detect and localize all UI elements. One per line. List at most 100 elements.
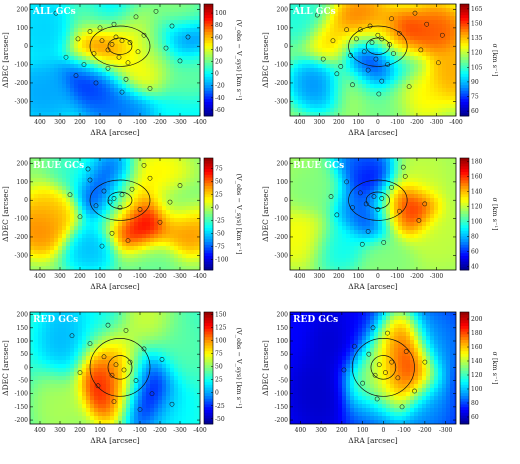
y-tick-label: 100 <box>277 25 289 32</box>
colorbar-tick-label: -50 <box>215 416 225 423</box>
x-tick-label: 0 <box>118 273 122 280</box>
y-tick-label: 100 <box>277 338 289 345</box>
gc-marker <box>63 54 69 60</box>
gc-marker <box>85 166 91 172</box>
x-tick-label: 100 <box>94 273 106 280</box>
gc-marker <box>137 407 143 412</box>
gc-marker <box>185 34 191 40</box>
colorbar-tick-label: -25 <box>215 218 225 225</box>
colorbar-tick-label: 140 <box>471 358 483 365</box>
gc-marker <box>379 36 385 42</box>
heatmap-field <box>30 312 200 424</box>
y-tick-label: -100 <box>15 216 29 223</box>
gc-marker <box>53 10 59 16</box>
gc-marker <box>399 404 405 410</box>
heatmap-field <box>30 158 200 270</box>
gc-marker <box>119 38 125 44</box>
gc-marker <box>141 162 147 168</box>
x-tick-label: -300 <box>173 273 187 280</box>
colorbar: 200 180 160 140 120 100 80 60 σ [km s⁻¹] <box>459 311 499 425</box>
y-tick-label: -100 <box>275 216 289 223</box>
gc-marker <box>167 199 173 205</box>
colorbar-tick-label: 40 <box>215 46 223 53</box>
panel-title: RED GCs <box>33 315 78 325</box>
x-tick-label: -200 <box>418 427 432 434</box>
x-tick-label: -200 <box>410 273 424 280</box>
y-tick-label: 50 <box>20 351 28 358</box>
x-tick-label: 200 <box>333 273 345 280</box>
gc-marker <box>365 229 371 234</box>
gc-marker <box>389 16 394 22</box>
gc-marker <box>357 27 363 33</box>
x-tick-label: 100 <box>353 119 365 126</box>
x-tick-label: -400 <box>193 427 207 434</box>
gc-marker <box>400 164 406 170</box>
gc-marker <box>169 401 175 407</box>
colorbar-label: σ [km s⁻¹] <box>491 351 499 384</box>
heatmap-field <box>30 4 200 116</box>
x-axis-label: ΔRA [arcsec] <box>348 282 398 291</box>
gc-marker <box>376 91 382 97</box>
colorbar-tick-label: -40 <box>215 95 225 102</box>
colorbar-tick-label: 150 <box>471 20 483 27</box>
panel-title: ALL GCs <box>292 7 336 17</box>
x-tick-label: 200 <box>74 119 86 126</box>
gc-marker <box>111 196 117 201</box>
gc-marker <box>375 32 381 38</box>
gc-marker <box>113 362 119 368</box>
gc-marker <box>365 67 371 73</box>
x-tick-label: 300 <box>315 427 327 434</box>
x-tick-label: -200 <box>153 119 167 126</box>
y-tick-label: -100 <box>15 62 29 69</box>
colorbar-tick-label: -75 <box>215 244 225 251</box>
y-axis-label: ΔDEC [arcsec] <box>261 186 270 242</box>
panel-title: BLUE GCs <box>293 161 344 171</box>
gc-marker <box>97 25 103 31</box>
x-tick-label: 100 <box>353 273 365 280</box>
y-tick-label: -300 <box>275 252 289 259</box>
x-tick-label: -100 <box>133 119 147 126</box>
gc-marker <box>109 230 115 236</box>
y-tick-label: -200 <box>15 234 29 241</box>
gc-marker <box>133 14 139 20</box>
gc-marker <box>360 380 365 386</box>
gc-marker <box>105 65 111 71</box>
y-tick-label: -100 <box>275 62 289 69</box>
gc-marker <box>344 179 350 185</box>
ellipse-2 <box>107 37 133 55</box>
colorbar-tick-label: -25 <box>215 403 225 410</box>
colorbar-tick-label: 0 <box>215 71 219 78</box>
x-tick-label: 300 <box>54 427 66 434</box>
plot-frame <box>29 3 201 117</box>
y-tick-label: 200 <box>277 161 289 168</box>
x-tick-label: 100 <box>94 119 106 126</box>
gc-marker <box>320 56 326 62</box>
plot-frame <box>289 3 457 117</box>
gc-marker <box>127 40 133 45</box>
gc-marker <box>330 38 336 44</box>
gc-marker <box>351 343 357 349</box>
colorbar-label: σ [km s⁻¹] <box>491 43 499 76</box>
gc-marker <box>109 42 115 47</box>
gc-marker <box>123 328 129 333</box>
gc-marker <box>95 383 101 389</box>
gc-marker <box>350 205 355 210</box>
x-tick-label: 300 <box>314 273 326 280</box>
x-axis-label: ΔRA [arcsec] <box>90 128 140 137</box>
gc-marker <box>93 203 99 209</box>
y-tick-label: -50 <box>278 378 288 385</box>
gc-marker <box>177 58 183 64</box>
colorbar-tick-label: 100 <box>471 386 483 393</box>
gc-marker <box>422 201 428 207</box>
gc-marker <box>129 186 135 192</box>
y-tick-label: 50 <box>280 351 288 358</box>
colorbar-label: (V_obs − V_sys) [km s⁻¹] <box>235 328 243 409</box>
x-tick-label: 200 <box>336 427 348 434</box>
x-tick-label: 400 <box>34 119 46 126</box>
gc-marker <box>406 84 412 89</box>
colorbar-tick-label: 40 <box>471 263 479 270</box>
colorbar-tick-label: 160 <box>471 344 483 351</box>
gc-marker <box>113 34 119 40</box>
colorbar-tick-label: 200 <box>471 316 483 323</box>
